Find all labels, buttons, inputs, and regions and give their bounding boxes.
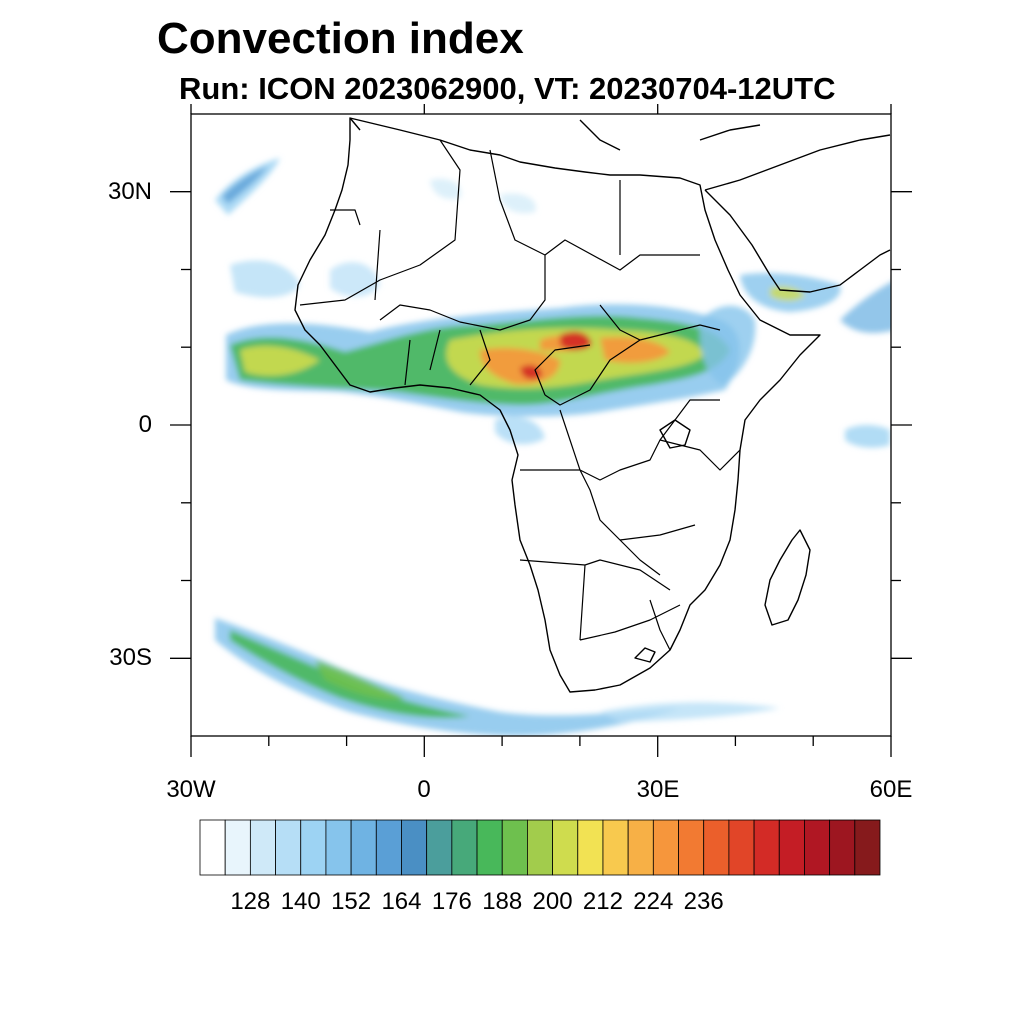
colorbar-swatch: [451, 819, 478, 876]
colorbar-swatch: [778, 819, 805, 876]
colorbar-swatch: [627, 819, 654, 876]
colorbar-label: 176: [431, 888, 472, 915]
colorbar-swatch: [350, 819, 377, 876]
lake-victoria: [659, 419, 691, 449]
north-atlantic-band-core: [222, 166, 268, 204]
arabian-sea-band: [840, 282, 891, 333]
congo-patch: [495, 416, 545, 445]
colorbar-swatch: [501, 819, 528, 876]
lon-label-60e: 60E: [869, 776, 913, 803]
lon-label-30e: 30E: [636, 776, 680, 803]
colorbar-swatch: [804, 819, 831, 876]
colorbar-label: 140: [280, 888, 321, 915]
colorbar-swatch: [325, 819, 352, 876]
indian-ocean-patch: [845, 425, 890, 448]
mediterranean-north: [349, 117, 761, 151]
chart-subtitle: Run: ICON 2023062900, VT: 20230704-12UTC: [179, 71, 836, 106]
colorbar-swatch: [224, 819, 251, 876]
colorbar-swatch: [476, 819, 503, 876]
colorbar-label: 128: [230, 888, 271, 915]
yemen-field-core: [770, 286, 805, 301]
colorbar-swatch: [753, 819, 780, 876]
lon-label-30w: 30W: [166, 776, 216, 803]
colorbar-label: 224: [633, 888, 674, 915]
colorbar-swatch: [426, 819, 453, 876]
colorbar-swatch: [703, 819, 730, 876]
madagascar-coastline: [764, 529, 811, 626]
colorbar-swatch: [275, 819, 302, 876]
lesotho: [634, 647, 656, 663]
plot-frame: [190, 113, 892, 737]
arabia-coastline: [704, 134, 891, 293]
colorbar-swatch: [375, 819, 402, 876]
colorbar-swatch: [678, 819, 705, 876]
southern-ocean-band-tail: [600, 702, 780, 722]
colorbar-swatch: [300, 819, 327, 876]
chart-title: Convection index: [157, 14, 524, 63]
southern-ocean-band-core: [315, 660, 405, 700]
colorbar-swatch: [552, 819, 579, 876]
sahara-patch-2: [430, 178, 461, 200]
colorbar-swatch: [401, 819, 428, 876]
sahara-patch-1: [330, 262, 380, 297]
lat-label-30n: 30N: [107, 178, 152, 205]
southern-ocean-band-green: [230, 630, 470, 718]
sahel-band-red: [520, 331, 592, 380]
colorbar-swatch: [199, 819, 226, 876]
colorbar-swatch: [602, 819, 629, 876]
sahara-patch-3: [500, 193, 536, 214]
colorbar-swatch: [249, 819, 276, 876]
colorbar-swatch: [652, 819, 679, 876]
colorbar-label: 236: [683, 888, 724, 915]
east-atlantic-haze: [230, 260, 300, 298]
colorbar-label: 164: [381, 888, 422, 915]
lat-label-30s: 30S: [109, 644, 152, 671]
colorbar: [199, 819, 881, 876]
convection-field: [215, 158, 891, 736]
ethiopia-field: [699, 305, 756, 385]
africa-coastline: [294, 117, 821, 693]
colorbar-swatch: [829, 819, 856, 876]
colorbar-label: 188: [482, 888, 523, 915]
colorbar-swatch: [728, 819, 755, 876]
colorbar-label: 200: [532, 888, 573, 915]
lat-label-0: 0: [138, 411, 152, 438]
country-borders: [299, 139, 741, 651]
colorbar-swatch: [527, 819, 553, 876]
colorbar-label: 212: [582, 888, 623, 915]
lon-label-0: 0: [417, 776, 431, 803]
axis-ticks: [170, 104, 912, 757]
colorbar-label: 152: [331, 888, 372, 915]
colorbar-swatch: [577, 819, 604, 876]
colorbar-swatch: [854, 819, 881, 876]
coastlines-and-borders: [294, 117, 891, 693]
southern-ocean-band-light: [215, 618, 680, 736]
